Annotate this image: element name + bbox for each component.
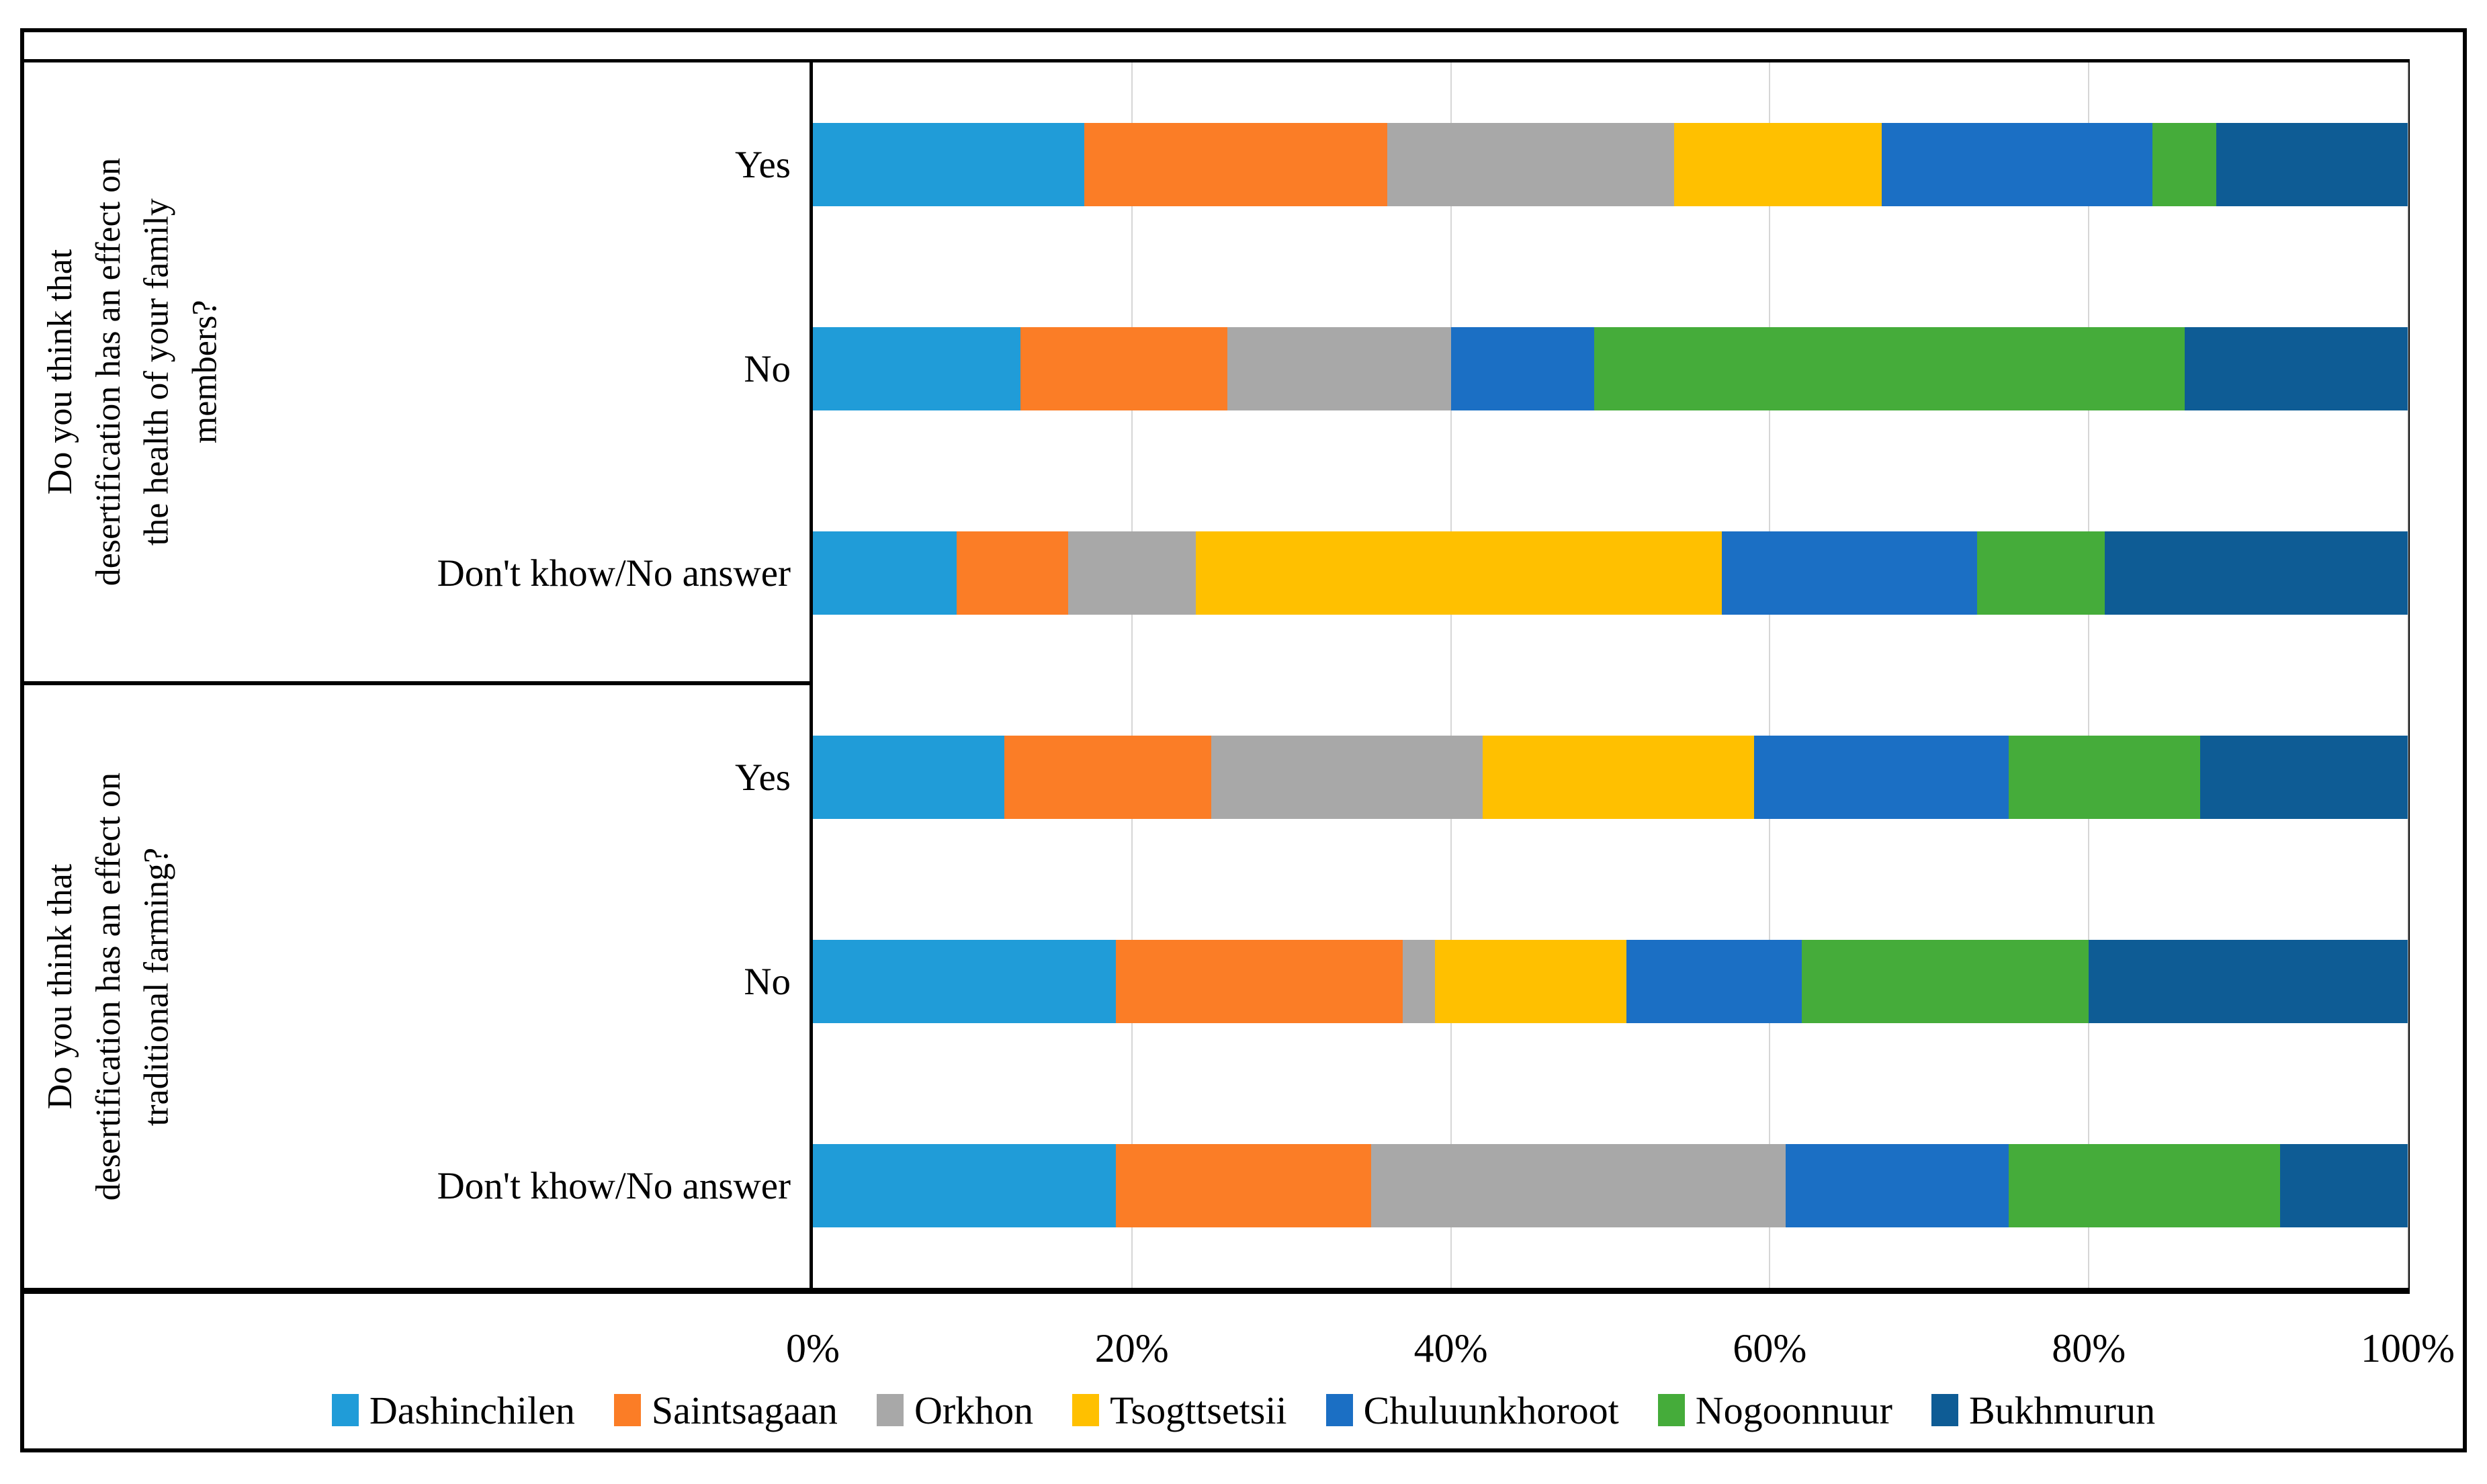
legend: Dashinchilen Saintsagaan Orkhon Tsogttsetsi… (24, 1381, 2463, 1439)
legend-label: Orkhon (914, 1388, 1034, 1432)
stacked-bar (813, 940, 2408, 1023)
legend-item-chuluunkhoroot: Chuluunkhoroot (1325, 1388, 1619, 1433)
row-label: Yes (735, 143, 791, 186)
bar-segment-orkhon (1403, 940, 1435, 1023)
bar-segment-saintsagaan (1004, 736, 1212, 819)
bar-segment-chuluunkhoroot (1722, 531, 1977, 615)
bar-segment-saintsagaan (1116, 1144, 1371, 1227)
legend-label: Dashinchilen (369, 1388, 575, 1432)
bar-segment-bukhmurun (2089, 940, 2408, 1023)
x-tick-label: 40% (1413, 1326, 1488, 1370)
legend-label: Tsogttsetsii (1110, 1388, 1287, 1432)
gridline-80 (2088, 62, 2090, 1288)
bar-segment-bukhmurun (2184, 327, 2408, 410)
legend-label: Chuluunkhoroot (1363, 1388, 1619, 1432)
row-label: Yes (735, 756, 791, 799)
row-label: Don't khow/No answer (437, 1164, 791, 1207)
bar-row-4 (813, 879, 2408, 1084)
bar-segment-chuluunkhoroot (1626, 940, 1802, 1023)
bar-segment-nogoonnuur (2009, 1144, 2281, 1227)
legend-swatch (613, 1394, 641, 1426)
bar-segment-dashinchilen (813, 531, 957, 615)
bar-segment-dashinchilen (813, 327, 1020, 410)
x-tick-label: 100% (2361, 1326, 2455, 1370)
x-tick-label: 80% (2052, 1326, 2126, 1370)
stacked-bar (813, 531, 2408, 615)
legend-swatch (1325, 1394, 1353, 1426)
gridline-40 (1450, 62, 1452, 1288)
x-tick-label: 60% (1733, 1326, 1807, 1370)
bar-segment-bukhmurun (2216, 123, 2408, 206)
bar-segment-orkhon (1067, 531, 1196, 615)
bar-segment-nogoonnuur (2009, 736, 2201, 819)
legend-swatch (1657, 1394, 1685, 1426)
question-cell-health: Do you think that desertification has an… (24, 62, 810, 685)
legend-item-dashinchilen: Dashinchilen (331, 1388, 575, 1433)
bar-row-1 (813, 267, 2408, 471)
gridline-60 (1769, 62, 1771, 1288)
bar-segment-nogoonnuur (1801, 940, 2089, 1023)
legend-item-saintsagaan: Saintsagaan (613, 1388, 838, 1433)
bar-row-0 (813, 62, 2408, 267)
bar-segment-chuluunkhoroot (1450, 327, 1595, 410)
stacked-bar (813, 327, 2408, 410)
legend-item-nogoonnuur: Nogoonnuur (1657, 1388, 1892, 1433)
legend-swatch (1931, 1394, 1958, 1426)
stacked-bar (813, 1144, 2408, 1227)
bar-segment-dashinchilen (813, 123, 1084, 206)
bar-segment-orkhon (1387, 123, 1674, 206)
gridline-100 (2407, 62, 2408, 1288)
bar-segment-chuluunkhoroot (1786, 1144, 2009, 1227)
bar-segment-tsogttsetsii (1673, 123, 1882, 206)
bar-row-3 (813, 675, 2408, 879)
legend-swatch (876, 1394, 904, 1426)
legend-label: Saintsagaan (651, 1388, 838, 1432)
legend-item-tsogttsetsii: Tsogttsetsii (1072, 1388, 1287, 1433)
bar-segment-nogoonnuur (1594, 327, 2185, 410)
bar-row-2 (813, 471, 2408, 675)
bar-segment-chuluunkhoroot (1753, 736, 2009, 819)
x-tick-label: 20% (1094, 1326, 1169, 1370)
bar-segment-dashinchilen (813, 940, 1117, 1023)
bar-segment-saintsagaan (1020, 327, 1228, 410)
x-axis: 0% 20% 40% 60% 80% 100% (24, 1325, 2463, 1379)
legend-swatch (331, 1394, 359, 1426)
legend-label: Nogoonnuur (1695, 1388, 1892, 1432)
legend-label: Bukhmurun (1969, 1388, 2156, 1432)
legend-item-orkhon: Orkhon (876, 1388, 1034, 1433)
figure-frame: Do you think that desertification has an… (20, 28, 2467, 1452)
bar-segment-nogoonnuur (2152, 123, 2217, 206)
legend-swatch (1072, 1394, 1100, 1426)
bar-segment-tsogttsetsii (1483, 736, 1754, 819)
bar-segment-orkhon (1227, 327, 1451, 410)
chart-area: Do you think that desertification has an… (24, 59, 2410, 1294)
row-label: No (744, 960, 791, 1003)
bar-segment-tsogttsetsii (1434, 940, 1626, 1023)
bar-row-5 (813, 1084, 2408, 1288)
bar-segment-dashinchilen (813, 736, 1004, 819)
stacked-bar (813, 736, 2408, 819)
row-label: No (744, 347, 791, 390)
bar-segment-orkhon (1211, 736, 1483, 819)
bar-segment-tsogttsetsii (1195, 531, 1722, 615)
bar-segment-saintsagaan (1116, 940, 1403, 1023)
plot-area (813, 62, 2408, 1288)
bar-segment-bukhmurun (2104, 531, 2408, 615)
legend-item-bukhmurun: Bukhmurun (1931, 1388, 2155, 1433)
gridline-20 (1131, 62, 1133, 1288)
bar-segment-saintsagaan (956, 531, 1068, 615)
bar-segment-saintsagaan (1084, 123, 1387, 206)
bar-segment-orkhon (1370, 1144, 1786, 1227)
stacked-bar (813, 123, 2408, 206)
x-tick-label: 0% (786, 1326, 840, 1370)
bar-segment-bukhmurun (2280, 1144, 2408, 1227)
row-label: Don't khow/No answer (437, 552, 791, 595)
bar-segment-chuluunkhoroot (1881, 123, 2153, 206)
bar-segment-bukhmurun (2200, 736, 2408, 819)
question-panel: Do you think that desertification has an… (24, 62, 813, 1288)
bar-segment-nogoonnuur (1976, 531, 2105, 615)
bar-segment-dashinchilen (813, 1144, 1117, 1227)
